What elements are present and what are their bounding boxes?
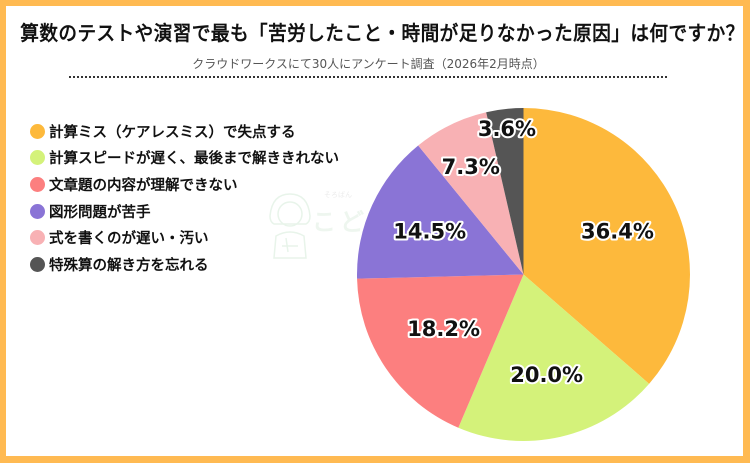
legend-swatch-icon (30, 176, 45, 192)
pie-slice (356, 145, 524, 279)
legend-swatch-icon (30, 123, 45, 139)
chart-legend: 計算ミス（ケアレスミス）で失点する 計算スピードが遅く、最後まで解ききれない 文… (30, 118, 339, 278)
legend-swatch-icon (30, 256, 45, 272)
watermark-small-text: そろばん (324, 191, 352, 199)
legend-label: 計算ミス（ケアレスミス）で失点する (49, 124, 296, 141)
legend-label: 計算スピードが遅く、最後まで解ききれない (49, 151, 339, 168)
girl-illustration-icon (269, 193, 311, 259)
pie-slices (356, 108, 690, 442)
pie-slice (458, 274, 650, 442)
chart-subtitle: クラウドワークスにて30人にアンケート調査（2026年2月時点） (192, 57, 545, 71)
legend-item: 計算ミス（ケアレスミス）で失点する (30, 118, 339, 145)
pie-labels: 36.4% 20.0% 18.2% 14.5% 7.3% 3.6% (391, 115, 656, 389)
slice-percent-label: 36.4% (581, 220, 654, 244)
slice-percent-label: 3.6% (478, 117, 536, 141)
legend-label: 図形問題が苦手 (49, 204, 151, 221)
dotted-divider (69, 76, 667, 78)
slice-percent-label: 7.3% (442, 155, 500, 179)
pie-slice (418, 112, 524, 275)
chart-title: 算数のテストや演習で最も「苦労したこと・時間が足りなかった原因」は何ですか？ (20, 21, 745, 45)
legend-label: 式を書くのが遅い・汚い (49, 231, 209, 248)
legend-swatch-icon (30, 203, 45, 219)
slice-percent-label: 14.5% (393, 219, 466, 243)
pie-slice (486, 108, 524, 275)
legend-label: 特殊算の解き方を忘れる (49, 257, 209, 274)
legend-item: 式を書くのが遅い・汚い (30, 224, 339, 251)
slice-percent-label: 20.0% (510, 363, 583, 387)
pie-slice (523, 108, 690, 384)
pie-slice (357, 274, 524, 428)
legend-label: 文章題の内容が理解できない (49, 177, 238, 194)
legend-item: 特殊算の解き方を忘れる (30, 251, 339, 278)
legend-item: 文章題の内容が理解できない (30, 171, 339, 198)
legend-swatch-icon (30, 230, 45, 246)
legend-item: 図形問題が苦手 (30, 198, 339, 225)
slice-percent-label: 18.2% (407, 317, 480, 341)
legend-item: 計算スピードが遅く、最後まで解ききれない (30, 145, 339, 172)
legend-swatch-icon (30, 150, 45, 166)
